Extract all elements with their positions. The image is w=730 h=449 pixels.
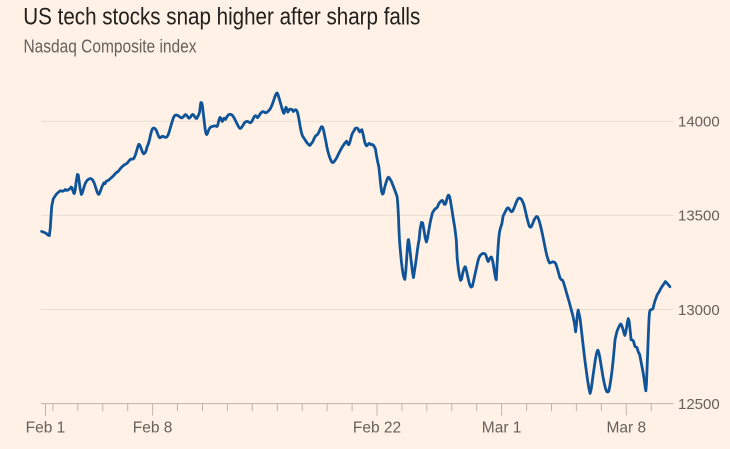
- svg-text:Mar 8: Mar 8: [606, 419, 646, 436]
- svg-text:13500: 13500: [678, 208, 720, 225]
- svg-text:12500: 12500: [678, 396, 720, 413]
- svg-text:14000: 14000: [678, 114, 720, 131]
- svg-text:Feb 22: Feb 22: [353, 419, 401, 436]
- svg-text:Feb 8: Feb 8: [133, 419, 173, 436]
- svg-text:Nasdaq Composite index: Nasdaq Composite index: [24, 36, 197, 56]
- svg-text:13000: 13000: [678, 302, 720, 319]
- svg-text:Mar 1: Mar 1: [482, 419, 522, 436]
- svg-text:Feb 1: Feb 1: [26, 419, 66, 436]
- svg-text:US tech stocks snap higher aft: US tech stocks snap higher after sharp f…: [23, 4, 420, 31]
